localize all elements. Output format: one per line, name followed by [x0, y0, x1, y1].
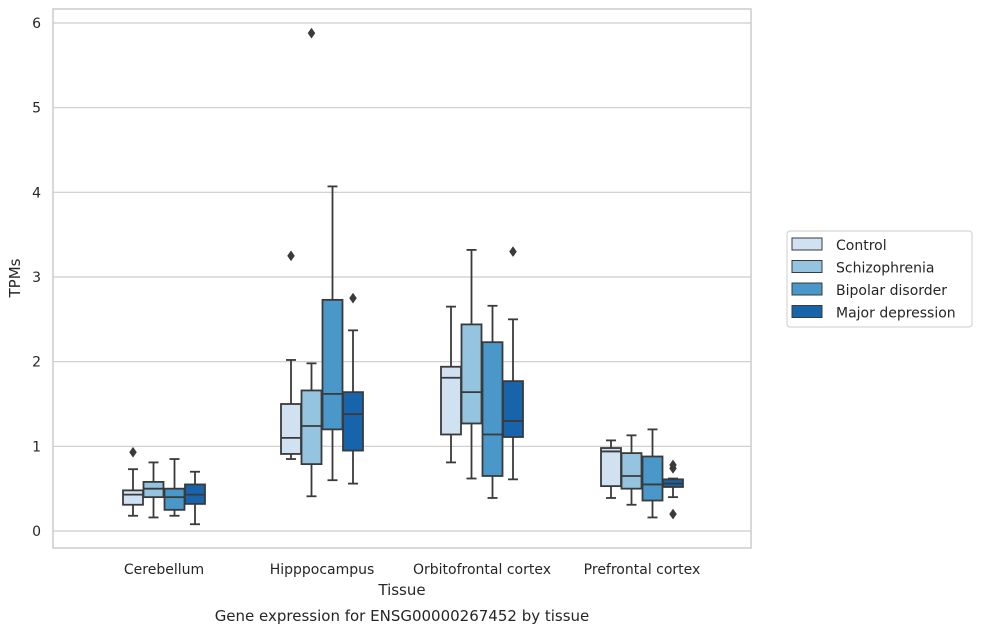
legend-label: Bipolar disorder [836, 283, 947, 299]
box-body [641, 455, 664, 502]
y-tick-label: 6 [32, 16, 41, 32]
box-4-2 [342, 292, 364, 485]
outlier-marker [307, 27, 316, 39]
box-body [163, 487, 186, 511]
box-1-3 [440, 305, 462, 464]
outlier-marker [287, 250, 295, 262]
box-body [502, 380, 524, 438]
box-body [460, 323, 483, 425]
grid-layer [53, 22, 751, 532]
outlier-marker [669, 459, 677, 471]
x-tick-label: Orbitofrontal cortex [413, 562, 551, 578]
y-tick-label: 0 [32, 524, 41, 540]
outlier-marker [669, 508, 677, 520]
box-body [620, 452, 643, 490]
box-body [600, 447, 622, 488]
box-1-2 [280, 250, 302, 460]
x-tick-label: Hipppocampus [270, 562, 375, 578]
legend-label: Major depression [836, 306, 956, 322]
box-2-4 [620, 434, 643, 506]
legend-swatch [791, 305, 823, 318]
box-4-1 [184, 470, 206, 526]
legend-swatch [791, 282, 823, 296]
legend-swatch [791, 260, 823, 273]
box-body [280, 403, 302, 455]
x-tick-label: Cerebellum [124, 562, 204, 578]
x-axis-label: Tissue [377, 581, 425, 599]
y-tick-label: 2 [32, 355, 41, 371]
x-tick-label: Prefrontal cortex [584, 562, 701, 578]
legend-frame [786, 230, 973, 328]
box-2-3 [460, 249, 483, 480]
y-tick-label: 1 [32, 439, 41, 455]
box-2-1 [142, 461, 165, 519]
box-body [481, 341, 504, 477]
box-body [342, 391, 364, 452]
box-body [321, 298, 344, 431]
box-3-4 [641, 428, 664, 519]
legend-swatch [791, 237, 823, 251]
box-layer [122, 27, 684, 526]
legend: Control Schizophrenia Bipolar disorder Majo… [786, 230, 973, 328]
outlier-marker [349, 292, 357, 304]
box-body [122, 489, 144, 506]
y-tick-label: 4 [32, 185, 41, 201]
box-4-4 [662, 459, 684, 520]
outlier-marker [129, 446, 137, 458]
box-1-1 [122, 446, 144, 517]
box-2-2 [300, 27, 323, 498]
legend-label: Control [836, 238, 887, 254]
y-axis-label: TPMs [6, 258, 24, 298]
plot-frame [52, 8, 752, 549]
y-tick-label: 3 [32, 270, 41, 286]
outlier-marker [509, 246, 517, 258]
box-4-3 [502, 246, 524, 481]
box-body [300, 389, 323, 466]
x-tick-labels: Cerebellum Hipppocampus Orbitofrontal cort… [124, 562, 700, 578]
y-tick-label: 5 [32, 101, 41, 117]
legend-label: Schizophrenia [836, 261, 934, 277]
y-tick-labels: 0 1 2 3 4 5 6 [32, 16, 41, 540]
box-3-2 [321, 185, 344, 482]
box-1-4 [600, 439, 622, 499]
chart-title: Gene expression for ENSG00000267452 by t… [215, 607, 590, 625]
box-3-1 [163, 458, 186, 517]
box-3-3 [481, 304, 504, 499]
